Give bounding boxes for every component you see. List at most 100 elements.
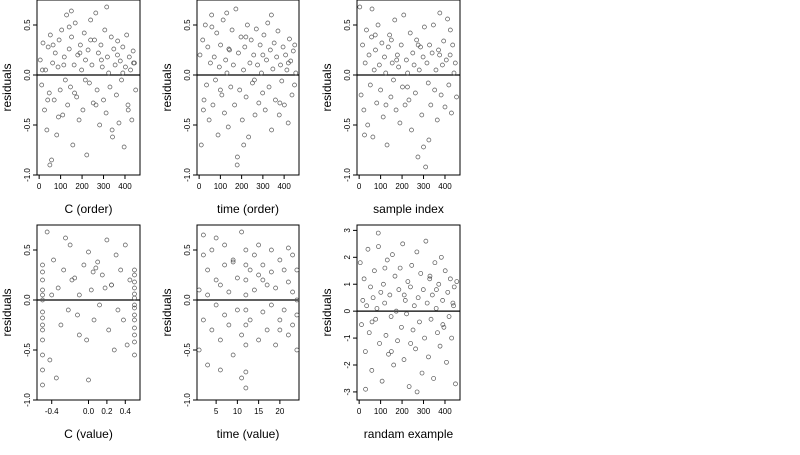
data-point <box>132 352 137 358</box>
data-point <box>422 24 427 30</box>
data-point <box>420 287 426 292</box>
data-point <box>252 287 257 293</box>
data-point <box>47 162 53 168</box>
y-tick-label: 0.0 <box>23 69 32 81</box>
data-point <box>429 292 435 298</box>
data-point <box>252 112 258 118</box>
data-point <box>399 324 404 330</box>
x-tick-label: 0 <box>357 182 362 191</box>
data-points <box>197 229 299 391</box>
data-point <box>423 238 429 244</box>
y-tick-label: 0.5 <box>183 19 192 31</box>
data-point <box>230 257 236 263</box>
data-point <box>377 341 382 346</box>
data-point <box>437 343 443 349</box>
data-point <box>126 54 132 60</box>
data-point <box>389 60 395 66</box>
data-point <box>425 80 431 86</box>
data-point <box>261 32 267 38</box>
data-point <box>92 37 97 43</box>
data-point <box>218 87 223 93</box>
data-point <box>277 327 283 333</box>
data-point <box>256 272 261 278</box>
data-point <box>247 60 253 66</box>
data-point <box>360 298 366 303</box>
plot-frame <box>196 224 300 401</box>
data-point <box>441 324 447 330</box>
x-tick-label: 5 <box>214 407 219 416</box>
data-point <box>360 42 365 48</box>
data-point <box>365 246 371 252</box>
data-point <box>247 317 253 323</box>
data-point <box>246 134 251 140</box>
x-tick-label: 0.4 <box>120 407 132 416</box>
data-point <box>358 92 364 98</box>
chart-panel-6: 0 100 200 300 400 -3 -2 -1 0 1 2 3 randam example res… <box>320 224 461 441</box>
data-point <box>381 281 386 287</box>
data-point <box>269 247 274 253</box>
data-point <box>98 42 104 48</box>
data-point <box>267 47 273 53</box>
data-point <box>365 122 371 128</box>
data-point <box>449 335 454 341</box>
data-point <box>405 70 410 76</box>
data-point <box>51 257 56 263</box>
data-point <box>436 47 441 53</box>
data-point <box>235 154 240 160</box>
data-point <box>49 292 55 298</box>
data-point <box>375 22 381 28</box>
data-point <box>197 287 202 293</box>
chart-panel-3: 0 100 200 300 400 -1.0 -0.5 0.0 0.5 sample index r… <box>320 0 461 216</box>
data-point <box>226 289 232 295</box>
data-point <box>442 104 448 110</box>
x-tick-label: 15 <box>254 407 263 416</box>
data-point <box>392 273 398 279</box>
data-point <box>264 282 270 288</box>
data-point <box>410 327 416 333</box>
data-point <box>224 10 230 16</box>
data-point <box>40 287 45 293</box>
data-point <box>47 357 53 363</box>
data-point <box>395 338 400 344</box>
data-point <box>235 275 240 281</box>
data-point <box>40 337 45 343</box>
data-point <box>132 291 137 297</box>
y-tick-label: -2 <box>343 361 352 369</box>
data-point <box>51 97 57 103</box>
data-point <box>401 12 407 18</box>
y-axis-label: residuals <box>160 63 174 111</box>
data-point <box>236 50 241 56</box>
data-point <box>197 52 203 58</box>
data-point <box>88 287 94 293</box>
data-point <box>271 40 277 46</box>
data-point <box>420 54 426 60</box>
data-point <box>446 82 452 88</box>
x-tick-label: 10 <box>233 407 242 416</box>
data-point <box>132 285 137 291</box>
data-point <box>104 4 110 10</box>
y-tick-label: 0 <box>343 308 352 313</box>
data-point <box>229 27 235 33</box>
data-point <box>290 48 296 54</box>
data-point <box>385 44 391 50</box>
data-point <box>388 37 394 43</box>
data-point <box>40 67 45 73</box>
data-point <box>413 90 418 96</box>
data-point <box>411 62 417 68</box>
data-point <box>287 36 292 42</box>
data-point <box>243 94 249 100</box>
data-point <box>414 249 420 255</box>
data-point <box>225 124 231 130</box>
data-point <box>368 284 373 290</box>
data-point <box>382 54 387 60</box>
data-point <box>273 97 278 103</box>
data-point <box>384 142 390 148</box>
data-point <box>61 54 67 60</box>
y-axis-label: residuals <box>160 288 174 336</box>
data-point <box>110 134 115 140</box>
data-point <box>284 67 290 73</box>
data-point <box>69 277 75 283</box>
data-point <box>447 27 453 33</box>
data-point <box>396 287 402 292</box>
data-point <box>404 57 409 63</box>
